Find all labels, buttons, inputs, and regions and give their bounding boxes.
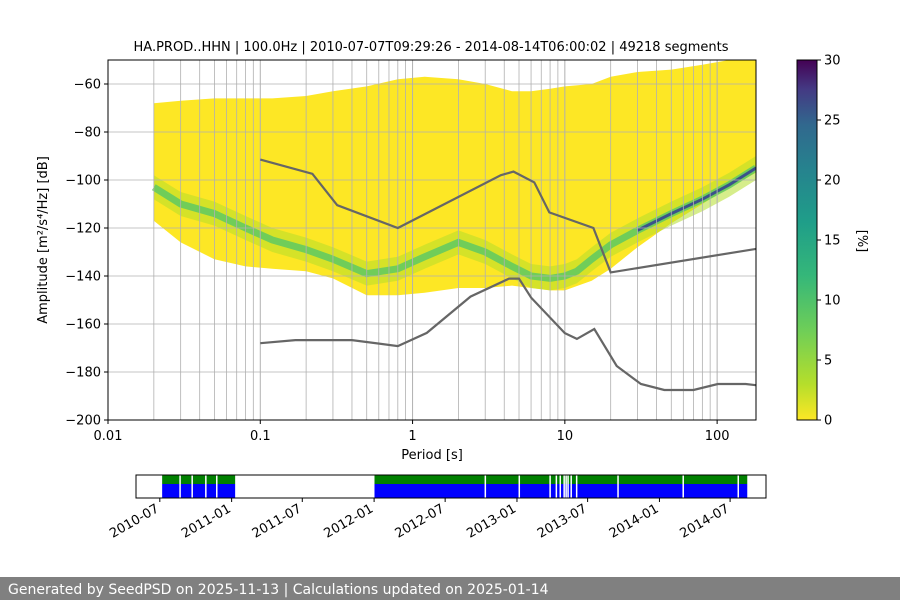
- colorbar-tick-label: 10: [824, 294, 841, 309]
- availability-gap: [567, 475, 569, 498]
- colorbar-tick-label: 15: [824, 234, 841, 249]
- psd-density-heatmap: [151, 60, 756, 296]
- x-tick-label: 100: [705, 429, 730, 444]
- colorbar-tick-label: 0: [824, 414, 832, 429]
- availability-tick-label: 2010-07: [107, 501, 162, 541]
- noise-models: [260, 158, 756, 392]
- availability-tick-label: 2011-07: [250, 501, 305, 541]
- availability-gap: [737, 475, 740, 498]
- availability-tick-label: 2012-01: [322, 501, 377, 541]
- availability-gap: [484, 475, 487, 498]
- availability-plot: 2010-07 2011-01 2011-07 2012-01 2012-07 2013-…: [107, 474, 767, 542]
- availability-tick-label: 2011-01: [179, 501, 234, 541]
- availability-gap: [575, 475, 578, 498]
- colorbar: 0 5 10 15 20 25 30 [%]: [796, 54, 869, 429]
- y-tick-label: −60: [74, 78, 101, 93]
- y-tick-label: −200: [65, 414, 101, 429]
- availability-gap: [617, 475, 619, 498]
- availability-gap: [216, 475, 218, 498]
- availability-frame: [135, 474, 767, 499]
- availability-tick-label: 2012-07: [393, 501, 448, 541]
- y-axis-ticks: −200 −180 −160 −140 −120 −100 −80 −60: [65, 78, 108, 429]
- colorbar-tick-label: 20: [824, 174, 841, 189]
- y-tick-label: −140: [65, 270, 101, 285]
- availability-data-bar: [162, 484, 236, 498]
- availability-gap: [549, 475, 551, 498]
- availability-gap: [205, 475, 207, 498]
- psd-plot-area: 0.01 0.1 1 10 100 −200 −180 −160 −140 −120 −100 −8…: [65, 59, 757, 444]
- colorbar-gradient: [796, 59, 818, 421]
- chart-title: HA.PROD..HHN | 100.0Hz | 2010-07-07T09:2…: [134, 40, 729, 55]
- availability-gap: [555, 475, 558, 498]
- high-noise-model-line: [260, 158, 756, 274]
- availability-gap: [563, 475, 565, 498]
- availability-gap: [191, 475, 193, 498]
- availability-gap: [682, 475, 684, 498]
- y-tick-label: −180: [65, 366, 101, 381]
- y-axis-label: Amplitude [m²/s⁴/Hz] [dB]: [36, 156, 51, 324]
- availability-gap: [559, 475, 562, 498]
- x-tick-label: 10: [557, 429, 574, 444]
- availability-gap: [179, 475, 181, 498]
- y-tick-label: −120: [65, 222, 101, 237]
- footer-bar: Generated by SeedPSD on 2025-11-13 | Cal…: [0, 577, 900, 600]
- availability-bars: [162, 475, 748, 498]
- x-tick-label: 0.1: [250, 429, 271, 444]
- plot-frame: [107, 59, 757, 421]
- y-tick-label: −160: [65, 318, 101, 333]
- x-tick-label: 0.01: [94, 429, 123, 444]
- colorbar-tick-label: 25: [824, 114, 841, 129]
- footer-text: Generated by SeedPSD on 2025-11-13 | Cal…: [8, 582, 549, 598]
- y-tick-label: −100: [65, 174, 101, 189]
- x-axis-label: Period [s]: [401, 448, 463, 463]
- availability-gap: [570, 475, 572, 498]
- x-axis-ticks: 0.01 0.1 1 10 100: [94, 420, 730, 444]
- colorbar-label: [%]: [854, 230, 869, 253]
- x-tick-label: 1: [408, 429, 416, 444]
- availability-tick-label: 2013-01: [464, 501, 519, 541]
- colorbar-ticks: 0 5 10 15 20 25 30: [817, 54, 841, 429]
- low-noise-model-line: [260, 277, 756, 392]
- availability-gap: [518, 475, 521, 498]
- colorbar-tick-label: 5: [824, 354, 832, 369]
- psd-envelope: [153, 60, 756, 296]
- availability-gap: [565, 475, 567, 498]
- availability-tick-label: 2014-07: [678, 501, 733, 541]
- colorbar-tick-label: 30: [824, 54, 841, 69]
- plot-grid: [108, 60, 756, 420]
- y-tick-label: −80: [74, 126, 101, 141]
- availability-tick-label: 2014-01: [607, 501, 662, 541]
- availability-coverage-bar: [162, 475, 236, 484]
- availability-tick-label: 2013-07: [535, 501, 590, 541]
- availability-date-ticks: 2010-07 2011-01 2011-07 2012-01 2012-07 2013-…: [107, 498, 732, 542]
